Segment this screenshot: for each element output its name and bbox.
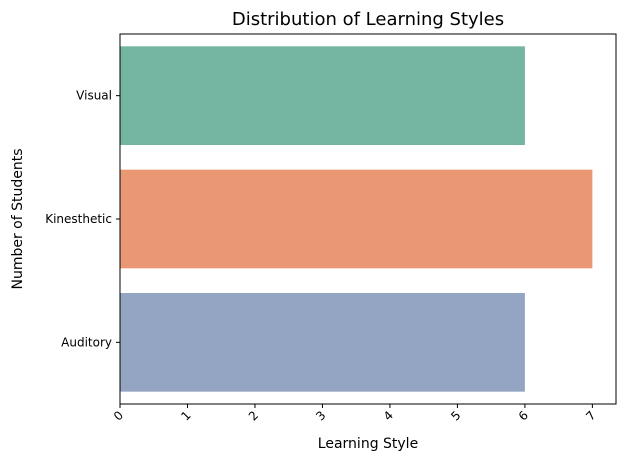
x-tick-label: 6 [516,408,531,423]
bar-visual [120,46,525,146]
chart-title: Distribution of Learning Styles [232,9,504,30]
plot-area [120,46,593,392]
y-tick-label: Kinesthetic [45,212,112,226]
bar-auditory [120,293,525,392]
x-tick-label: 4 [381,408,396,423]
x-tick-label: 2 [246,408,261,423]
x-tick-label: 1 [178,408,193,423]
x-tick-label: 7 [583,408,598,423]
y-axis: Visual Kinesthetic Auditory [45,89,120,349]
x-tick-label: 0 [111,408,126,423]
x-tick-label: 5 [448,408,463,423]
y-axis-label: Number of Students [10,148,26,289]
y-tick-label: Visual [76,89,112,103]
bar-kinesthetic [120,169,593,269]
x-axis: 0 1 2 3 4 5 6 7 [111,404,599,424]
y-tick-label: Auditory [61,335,112,349]
x-axis-label: Learning Style [318,436,418,452]
x-tick-label: 3 [313,408,328,423]
